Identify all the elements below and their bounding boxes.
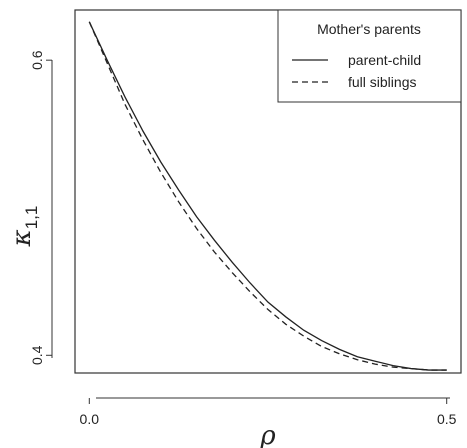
- x-axis-label: ρ: [259, 421, 276, 448]
- y-tick-label: 0.6: [29, 50, 45, 70]
- y-axis-label-subscript: 1,1: [22, 206, 41, 230]
- series-line-parent-child: [88, 21, 447, 371]
- legend-label-parent-child: parent-child: [348, 52, 421, 68]
- x-tick-label: 0.0: [80, 411, 100, 427]
- series-line-full-siblings: [88, 21, 447, 371]
- series-lines: [88, 21, 447, 371]
- legend-title: Mother's parents: [317, 21, 421, 37]
- legend-box: [277, 9, 462, 103]
- y-ticks: 0.4 0.6: [29, 50, 52, 365]
- x-ticks: 0.0 0.5: [80, 398, 457, 427]
- plot-frame: [74, 9, 462, 374]
- legend: Mother's parents parent-child full sibli…: [277, 9, 462, 103]
- y-axis-label-main: κ: [7, 229, 37, 247]
- legend-label-full-siblings: full siblings: [348, 74, 416, 90]
- x-tick-label: 0.5: [437, 411, 457, 427]
- y-axis-label: κ1,1: [7, 206, 41, 248]
- y-tick-label: 0.4: [29, 345, 45, 365]
